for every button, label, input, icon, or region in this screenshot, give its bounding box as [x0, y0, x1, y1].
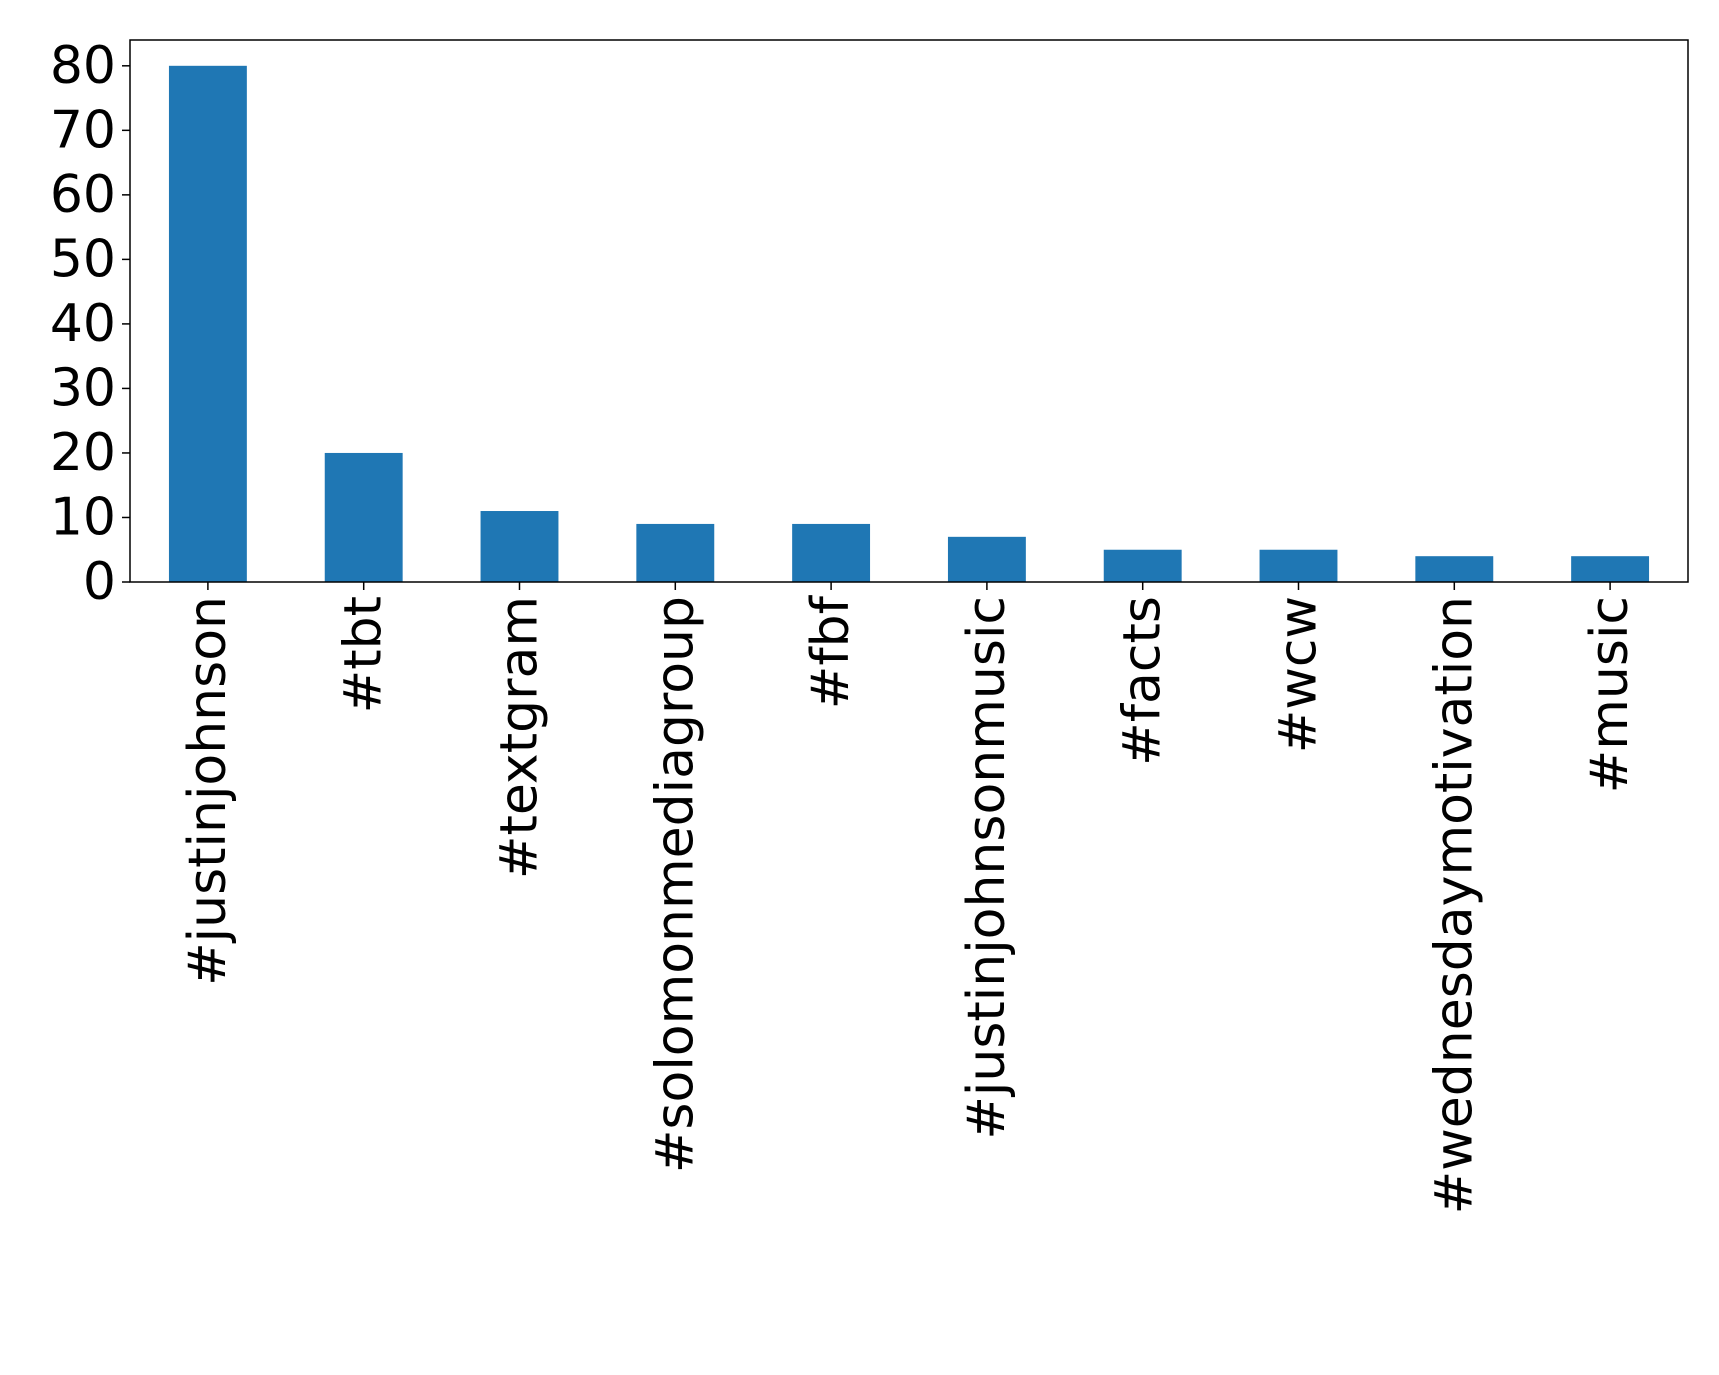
y-tick-label: 40	[50, 294, 116, 354]
bar	[480, 511, 559, 582]
x-tick-label: #justinjohnson	[178, 596, 238, 986]
y-tick-label: 30	[50, 358, 116, 418]
bar	[792, 523, 871, 582]
x-tick-label: #textgram	[490, 596, 550, 879]
plot-frame	[129, 39, 1689, 583]
bar	[324, 452, 403, 582]
bar	[1259, 549, 1338, 582]
y-tick-label: 0	[83, 552, 116, 612]
x-tick-label: #facts	[1113, 596, 1173, 766]
x-tick-label: #wcw	[1269, 596, 1329, 753]
bars-layer	[168, 65, 1650, 582]
x-tick-label: #fbf	[801, 594, 861, 709]
bar	[636, 523, 715, 582]
x-tick-label: #tbt	[334, 596, 394, 713]
y-tick-label: 80	[50, 36, 116, 96]
y-tick-label: 10	[50, 487, 116, 547]
x-axis: #justinjohnson #tbt #textgram #solomonmedia…	[178, 582, 1640, 1214]
bar	[1415, 556, 1494, 582]
bar	[1103, 549, 1182, 582]
y-tick-label: 20	[50, 423, 116, 483]
bar	[947, 536, 1026, 582]
bar	[168, 65, 247, 582]
y-tick-label: 60	[50, 165, 116, 225]
x-tick-label: #music	[1580, 596, 1640, 793]
bar	[1571, 556, 1650, 582]
y-tick-label: 50	[50, 229, 116, 289]
x-tick-label: #justinjohnsonmusic	[957, 596, 1017, 1140]
y-tick-label: 70	[50, 100, 116, 160]
x-tick-label: #wednesdaymotivation	[1424, 596, 1484, 1214]
x-tick-label: #solomonmediagroup	[645, 596, 705, 1173]
